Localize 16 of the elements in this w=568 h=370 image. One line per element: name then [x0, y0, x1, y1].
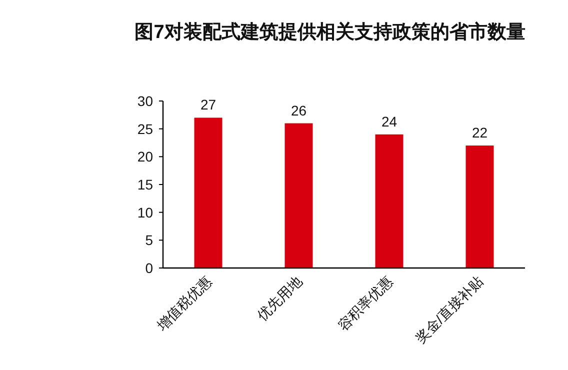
y-tick-label: 30 [137, 93, 154, 109]
y-tick-label: 20 [137, 148, 154, 165]
x-tick-label: 增值税优惠 [152, 272, 214, 334]
y-tick-label: 5 [145, 232, 154, 248]
x-tick-label: 优先用地 [254, 272, 305, 324]
y-tick-label: 10 [137, 204, 154, 220]
y-tick-label: 15 [137, 176, 154, 192]
x-tick-label: 容积率优惠 [334, 272, 396, 334]
data-label: 22 [472, 124, 488, 141]
y-tick-label: 0 [145, 260, 154, 276]
y-tick-label: 25 [137, 120, 154, 137]
data-label: 26 [290, 102, 307, 118]
chart-title: 图7对装配式建筑提供相关支持政策的省市数量 [134, 21, 526, 43]
data-label: 27 [200, 96, 216, 113]
x-tick-label: 奖金/直接补贴 [412, 272, 486, 346]
data-label: 24 [381, 113, 398, 130]
